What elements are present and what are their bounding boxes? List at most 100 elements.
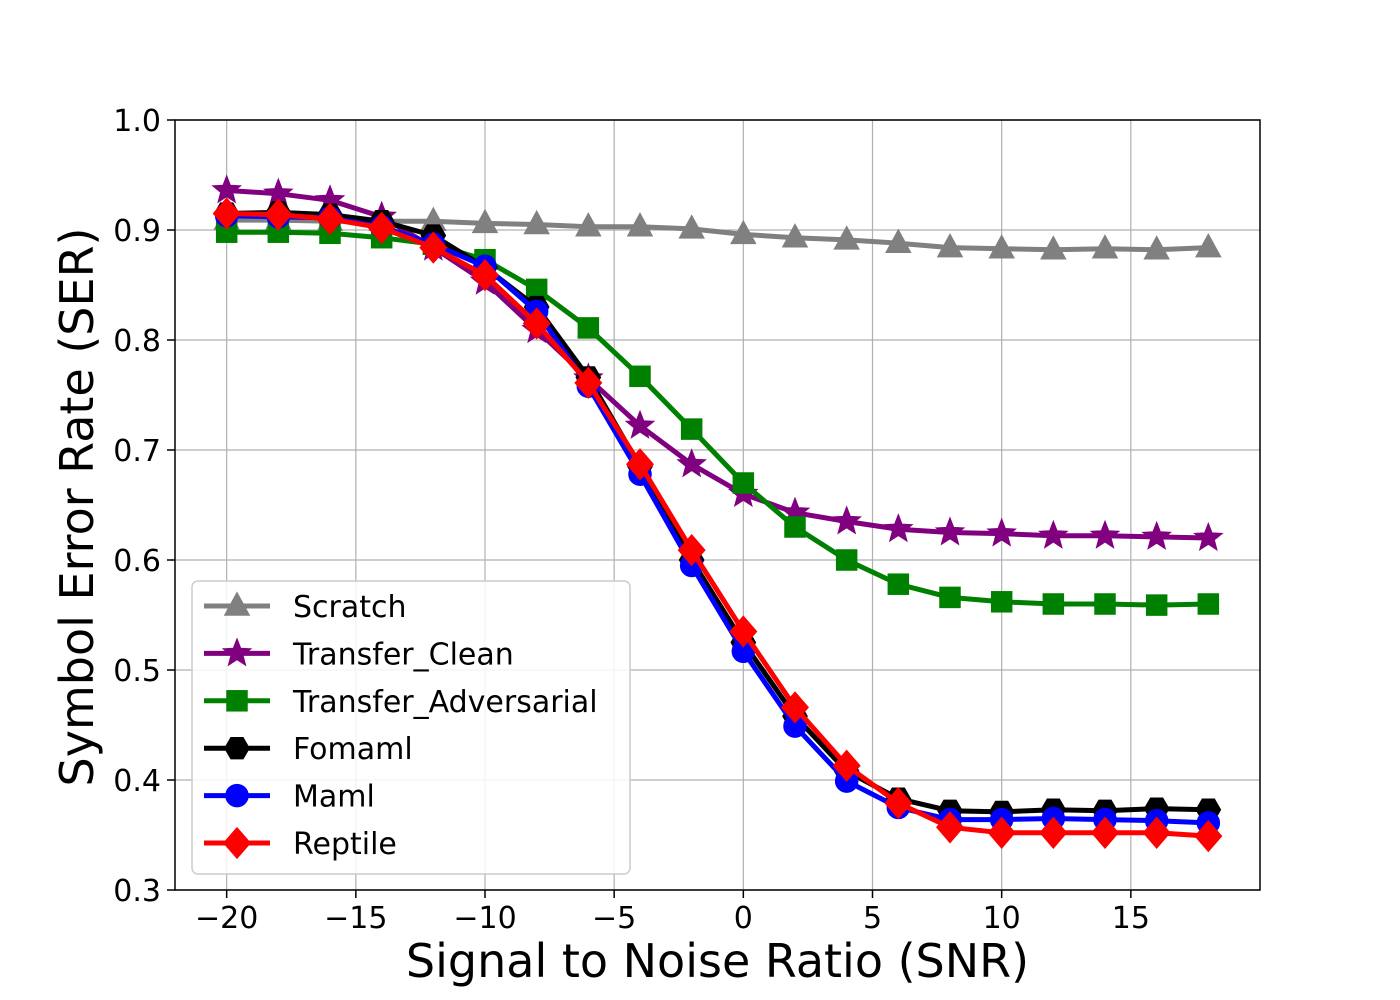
series-scratch xyxy=(213,205,1222,260)
legend-item: Reptile xyxy=(204,826,397,862)
x-tick-label: 0 xyxy=(734,901,753,936)
data-point xyxy=(784,516,806,538)
series-line xyxy=(226,229,1209,608)
x-axis-title: Signal to Noise Ratio (SNR) xyxy=(406,934,1029,988)
data-point xyxy=(626,448,654,481)
y-tick-label: 1.0 xyxy=(113,104,161,139)
data-point xyxy=(212,197,241,230)
y-tick-label: 0.8 xyxy=(113,324,161,359)
data-point xyxy=(988,234,1015,259)
data-point xyxy=(1042,593,1065,615)
legend-label: Reptile xyxy=(293,827,397,862)
data-point xyxy=(781,691,809,724)
y-tick-label: 0.7 xyxy=(113,434,161,469)
legend-item: Fomaml xyxy=(204,732,413,767)
data-point xyxy=(1039,816,1068,849)
legend-label: Scratch xyxy=(293,590,407,625)
series-reptile xyxy=(212,197,1223,853)
data-point xyxy=(523,209,550,235)
legend-item: Maml xyxy=(204,780,375,815)
data-point xyxy=(1094,593,1116,615)
y-tick-label: 0.3 xyxy=(113,874,161,909)
data-point xyxy=(885,228,912,253)
data-point xyxy=(1145,594,1168,616)
data-point xyxy=(678,214,705,239)
legend-marker xyxy=(225,783,249,808)
data-point xyxy=(987,816,1016,849)
data-point xyxy=(1040,235,1067,260)
legend: Scratch Transfer_Clean Transfer_Adversaria… xyxy=(191,580,631,875)
data-point xyxy=(1038,519,1069,549)
data-point xyxy=(986,517,1017,547)
x-tick-label: −15 xyxy=(324,901,387,936)
data-point xyxy=(677,533,706,567)
y-tick-label: 0.5 xyxy=(113,654,161,689)
series-transfer-adversarial xyxy=(215,221,1220,616)
legend-marker xyxy=(221,637,253,667)
x-tick-label: 5 xyxy=(863,901,882,936)
data-point xyxy=(936,811,964,844)
data-point xyxy=(1089,519,1121,549)
data-point xyxy=(832,749,861,782)
y-tick-label: 0.9 xyxy=(113,214,161,249)
series-layer xyxy=(211,174,1224,853)
data-point xyxy=(575,212,602,237)
legend-marker xyxy=(223,826,251,860)
data-point xyxy=(419,231,448,264)
y-axis-title: Symbol Error Rate (SER) xyxy=(50,228,104,787)
data-point xyxy=(934,516,966,546)
data-point xyxy=(1143,235,1170,260)
data-point xyxy=(884,786,913,820)
data-point xyxy=(887,573,910,595)
data-point xyxy=(990,591,1013,613)
data-point xyxy=(624,409,656,439)
plot-frame xyxy=(174,119,1261,891)
data-point xyxy=(471,258,499,292)
data-point xyxy=(316,202,344,236)
data-point xyxy=(732,472,755,494)
data-point xyxy=(522,307,551,340)
data-point xyxy=(680,418,703,440)
data-point xyxy=(676,448,707,478)
x-tick-label: 15 xyxy=(1112,901,1150,936)
x-tick-label: 10 xyxy=(983,901,1021,936)
data-point xyxy=(577,317,600,339)
data-point xyxy=(833,225,860,250)
data-point xyxy=(730,219,757,245)
legend-item: Scratch xyxy=(204,590,407,625)
data-point xyxy=(367,211,396,244)
data-point xyxy=(211,174,242,204)
data-point xyxy=(574,366,603,400)
legend-label: Transfer_Adversarial xyxy=(292,685,598,720)
data-point xyxy=(626,212,654,237)
data-point xyxy=(883,513,914,543)
data-point xyxy=(471,208,499,234)
legend-marker xyxy=(224,737,250,760)
legend-label: Maml xyxy=(293,780,375,815)
legend-item: Transfer_Clean xyxy=(204,637,514,672)
data-point xyxy=(1091,816,1119,849)
data-point xyxy=(729,615,758,648)
data-point xyxy=(1194,819,1223,853)
legend-marker xyxy=(226,690,248,712)
data-point xyxy=(835,549,858,571)
data-point xyxy=(1197,593,1220,615)
data-point xyxy=(936,233,964,258)
data-point xyxy=(629,365,651,388)
legend-box xyxy=(191,580,631,875)
data-point xyxy=(1142,816,1171,849)
data-point xyxy=(781,223,809,248)
legend-item: Transfer_Adversarial xyxy=(204,685,598,720)
data-point xyxy=(1195,233,1222,258)
x-tick-label: −10 xyxy=(453,901,516,936)
data-point xyxy=(264,198,293,231)
x-tick-label: −5 xyxy=(592,901,636,936)
data-point xyxy=(1141,520,1172,550)
data-point xyxy=(1193,521,1224,552)
x-tick-label: −20 xyxy=(195,901,258,936)
data-point xyxy=(1091,234,1119,259)
y-tick-label: 0.6 xyxy=(113,544,161,579)
legend-label: Transfer_Clean xyxy=(292,637,514,672)
legend-label: Fomaml xyxy=(293,732,413,767)
